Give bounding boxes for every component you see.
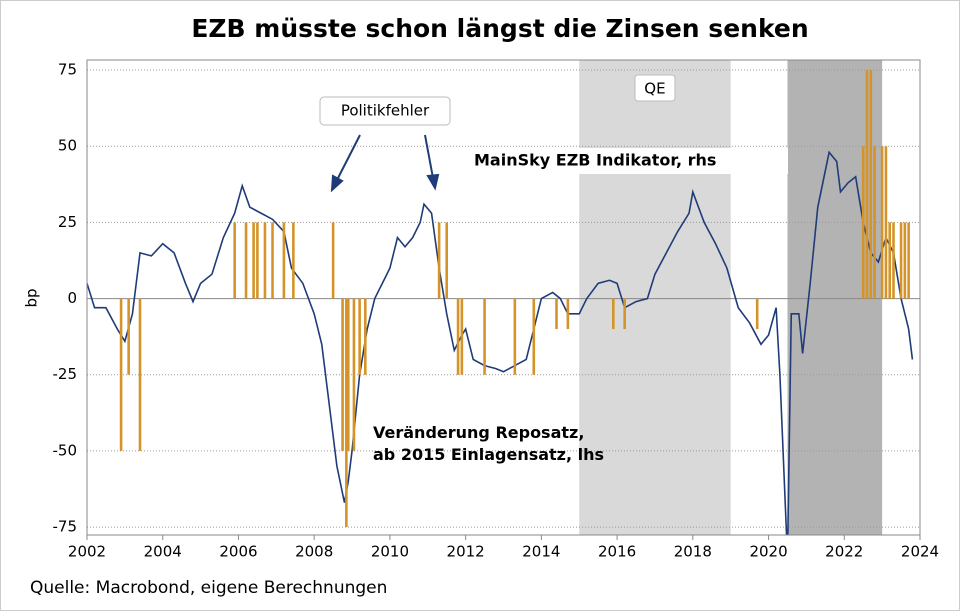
label-box [634,74,676,102]
series-label: MainSky EZB Indikator, rhs [474,151,716,170]
bar [483,298,486,375]
bar [331,222,335,299]
shaded-period [579,60,731,535]
y-tick-label: 75 [58,61,77,79]
bar [445,222,449,299]
bar [884,146,888,299]
x-tick-label: 2004 [144,543,182,561]
bar [532,298,536,375]
x-tick-label: 2022 [825,543,863,561]
bar [233,222,236,299]
bar [256,222,259,299]
arrow-head [426,173,440,191]
y-tick-label: 25 [58,213,77,231]
bar [352,298,356,451]
bar [282,222,286,299]
bar [358,298,361,375]
bar [513,298,517,375]
bar [755,298,759,330]
arrow [336,134,361,181]
grid [87,69,920,528]
bar [861,146,865,299]
y-tick-label: 50 [58,137,77,155]
bar [460,298,464,375]
series-label: Veränderung Reposatz, ab 2015 Einlagensat… [373,423,604,464]
label-box [470,148,788,174]
x-tick-label: 2006 [219,543,257,561]
bar [292,222,295,299]
x-tick-label: 2014 [522,543,560,561]
bar [566,298,570,330]
bar [888,222,892,299]
bar [899,222,903,299]
bar [623,298,626,330]
bar [346,298,350,451]
x-tick-label: 2018 [674,543,712,561]
arrow-head [330,174,344,193]
x-tick-label: 2024 [901,543,939,561]
annotation: Politikfehler [341,102,430,120]
x-tick-label: 2016 [598,543,636,561]
shading [579,60,883,535]
bar [873,146,876,299]
bar [612,298,615,330]
plot-border [86,59,921,536]
label-box [319,96,451,126]
bar [363,298,367,375]
bar [263,222,267,299]
bar [880,146,884,299]
arrows [330,134,440,193]
bar [252,222,255,299]
bar [869,70,873,299]
bar [119,298,123,451]
bar [456,298,460,375]
chart-title: EZB müsste schon längst die Zinsen senke… [191,14,808,43]
bar [271,222,274,299]
bar [892,222,895,299]
indicator-line [87,150,914,535]
y-tick-label: 0 [67,289,77,307]
bar [244,222,248,299]
y-tick-label: -25 [53,365,78,383]
x-tick-label: 2020 [749,543,787,561]
x-tick-label: 2010 [371,543,409,561]
x-tick-label: 2012 [447,543,485,561]
x-tick-label: 2008 [295,543,333,561]
x-tick-label: 2002 [68,543,106,561]
bar [555,298,558,330]
bar [127,298,130,375]
labels: QE -75 -50 -25 0 25 50 75 2002 2004 2006 2008 2010 20… [53,61,940,561]
series-label-line: Veränderung Reposatz, [373,423,584,442]
marks [87,70,914,535]
y-tick-label: -75 [53,518,78,536]
bar [345,298,348,528]
series-label-line: ab 2015 Einlagensatz, lhs [373,445,604,464]
source: Quelle: Macrobond, eigene Berechnungen [30,578,387,598]
bar [341,298,344,451]
y-axis-label: bp [23,288,41,307]
bar [903,222,907,299]
bar [865,70,869,299]
bar [138,298,142,451]
y-tick-label: -50 [53,441,78,459]
bar [437,222,441,299]
arrow [424,134,434,179]
bar [907,222,910,299]
shaded-label: QE [644,80,665,98]
